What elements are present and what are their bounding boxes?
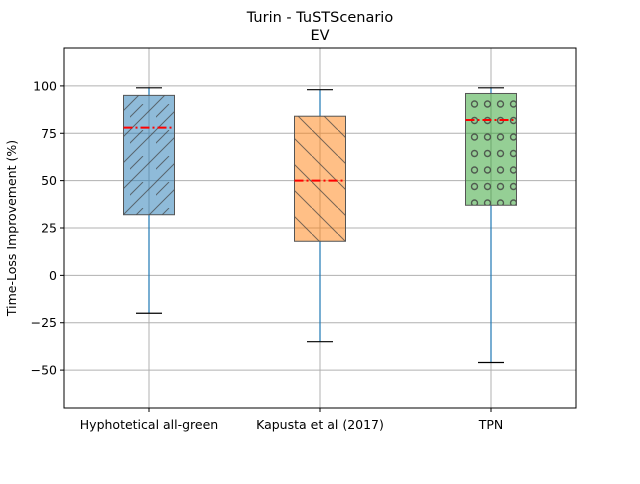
y-tick-label: 0 bbox=[49, 268, 57, 283]
x-tick-label: Hyphotetical all-green bbox=[80, 417, 218, 432]
boxes bbox=[123, 87, 517, 364]
y-tick-label: −50 bbox=[31, 363, 57, 378]
box-body bbox=[294, 115, 346, 242]
box-1 bbox=[123, 87, 175, 314]
y-tick-label: 75 bbox=[41, 126, 57, 141]
box-3 bbox=[465, 87, 517, 364]
y-axis-label: Time-Loss Improvement (%) bbox=[4, 140, 19, 317]
x-axis-ticks: Hyphotetical all-green Kapusta et al (201… bbox=[80, 408, 504, 432]
y-tick-label: −25 bbox=[31, 315, 57, 330]
y-tick-label: 100 bbox=[33, 78, 57, 93]
y-tick-label: 50 bbox=[41, 173, 57, 188]
plot-frame bbox=[63, 47, 577, 409]
x-tick-label: Kapusta et al (2017) bbox=[256, 417, 384, 432]
box-body bbox=[465, 92, 517, 206]
box-body bbox=[123, 94, 175, 216]
y-tick-label: 25 bbox=[41, 221, 57, 236]
y-axis-ticks: −50 −25 0 25 50 75 100 bbox=[31, 78, 64, 378]
chart-title: Turin - TuSTScenario bbox=[246, 10, 394, 26]
x-tick-label: TPN bbox=[478, 417, 504, 432]
chart-subtitle: EV bbox=[310, 28, 329, 44]
box-2 bbox=[294, 89, 346, 343]
